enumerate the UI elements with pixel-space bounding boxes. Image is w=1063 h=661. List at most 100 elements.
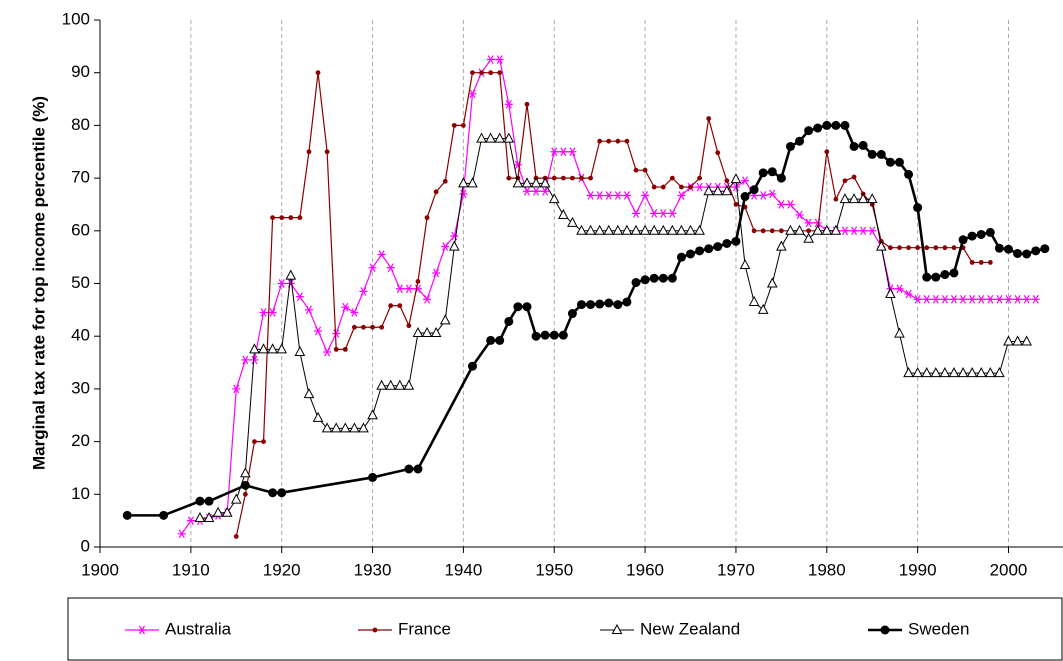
- marker-stroke: [923, 294, 930, 304]
- legend-label: New Zealand: [640, 619, 740, 638]
- marker: [724, 178, 730, 184]
- marker: [933, 245, 939, 251]
- marker: [361, 324, 366, 330]
- marker: [604, 191, 613, 200]
- marker-triangle: [875, 240, 887, 251]
- marker-dot: [424, 215, 430, 221]
- marker-circle: [985, 227, 995, 237]
- marker: [922, 294, 931, 304]
- marker: [904, 289, 913, 299]
- marker: [603, 224, 615, 235]
- marker-triangle: [676, 224, 687, 235]
- marker-stroke: [841, 226, 848, 236]
- x-tick-label: 1950: [535, 560, 573, 579]
- marker-circle: [404, 464, 414, 474]
- marker: [415, 278, 421, 284]
- marker-dot: [915, 245, 921, 251]
- marker-stroke: [333, 329, 340, 338]
- marker-triangle: [630, 224, 642, 235]
- marker: [522, 186, 531, 196]
- marker-dot: [697, 175, 703, 181]
- x-tick-label: 1930: [354, 560, 392, 579]
- marker-dot: [560, 175, 566, 181]
- marker: [912, 367, 923, 378]
- marker-stroke: [405, 284, 412, 294]
- marker-triangle: [966, 367, 978, 378]
- x-tick-label: 1910: [172, 560, 210, 579]
- marker: [930, 367, 942, 378]
- marker: [550, 147, 559, 157]
- y-tick-label: 50: [71, 273, 90, 292]
- marker: [667, 273, 677, 283]
- marker: [339, 422, 351, 433]
- marker: [567, 216, 578, 227]
- marker: [987, 260, 993, 265]
- marker: [604, 298, 614, 308]
- marker: [804, 126, 814, 136]
- marker: [494, 132, 506, 143]
- x-tick-label: 1970: [717, 560, 755, 579]
- marker-dot: [351, 324, 357, 330]
- marker: [885, 287, 896, 299]
- marker: [586, 191, 595, 200]
- marker: [186, 516, 195, 525]
- marker-dot: [333, 346, 339, 352]
- marker-stroke: [642, 191, 649, 200]
- marker: [706, 116, 712, 121]
- marker-dot: [897, 245, 902, 251]
- marker: [1004, 294, 1013, 304]
- marker: [232, 384, 241, 394]
- marker-triangle: [467, 177, 478, 188]
- marker-stroke: [960, 294, 967, 304]
- marker-dot: [252, 439, 257, 444]
- marker-stroke: [260, 308, 267, 317]
- marker: [403, 379, 415, 390]
- marker-stroke: [978, 294, 985, 304]
- marker-circle: [595, 299, 605, 309]
- marker-circle: [767, 167, 777, 177]
- marker-dot: [615, 138, 621, 144]
- marker: [404, 464, 414, 474]
- y-tick-label: 70: [71, 168, 90, 187]
- marker-triangle: [303, 388, 315, 399]
- marker: [632, 209, 641, 218]
- marker: [297, 215, 303, 221]
- marker-stroke: [369, 263, 376, 273]
- marker: [586, 300, 596, 310]
- marker-stroke: [678, 191, 685, 200]
- marker: [613, 300, 623, 310]
- marker-circle: [495, 335, 505, 345]
- x-tick-label: 1920: [263, 560, 301, 579]
- marker-dot: [488, 70, 494, 76]
- marker-stroke: [315, 326, 322, 336]
- marker-stroke: [187, 516, 194, 525]
- marker: [949, 294, 958, 304]
- marker: [549, 330, 559, 340]
- marker-dot: [715, 150, 721, 156]
- marker-triangle: [921, 367, 933, 378]
- marker-stroke: [324, 347, 331, 357]
- marker-triangle: [912, 367, 923, 378]
- marker-stroke: [860, 226, 867, 236]
- marker-circle: [667, 273, 677, 283]
- marker: [412, 326, 424, 338]
- marker-stroke: [233, 384, 240, 394]
- marker: [897, 245, 902, 251]
- marker-triangle: [612, 224, 624, 235]
- marker: [880, 625, 890, 635]
- marker: [404, 284, 413, 294]
- marker-triangle: [485, 132, 496, 143]
- marker-triangle: [1003, 335, 1014, 346]
- marker-triangle: [421, 326, 433, 338]
- marker: [1021, 335, 1032, 346]
- marker-triangle: [258, 343, 269, 354]
- marker: [885, 157, 895, 167]
- marker: [822, 120, 832, 130]
- marker: [448, 240, 460, 251]
- marker: [261, 439, 266, 444]
- marker: [376, 379, 387, 390]
- marker-triangle: [512, 177, 524, 188]
- marker-stroke: [605, 191, 612, 200]
- marker: [904, 169, 914, 179]
- marker: [267, 343, 278, 354]
